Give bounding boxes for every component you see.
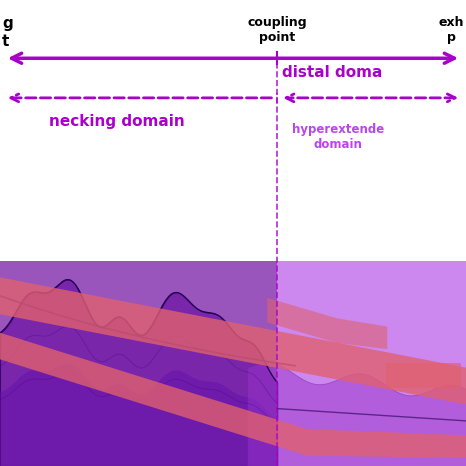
Bar <box>277 261 466 466</box>
Text: coupling
point: coupling point <box>247 16 307 44</box>
Text: distal doma: distal doma <box>282 65 383 80</box>
Text: exh
p: exh p <box>439 16 464 44</box>
Text: g
t: g t <box>2 16 13 49</box>
Text: necking domain: necking domain <box>48 114 185 129</box>
Text: hyperextende
domain: hyperextende domain <box>292 123 384 151</box>
Bar <box>0 261 277 466</box>
Bar <box>386 363 461 388</box>
